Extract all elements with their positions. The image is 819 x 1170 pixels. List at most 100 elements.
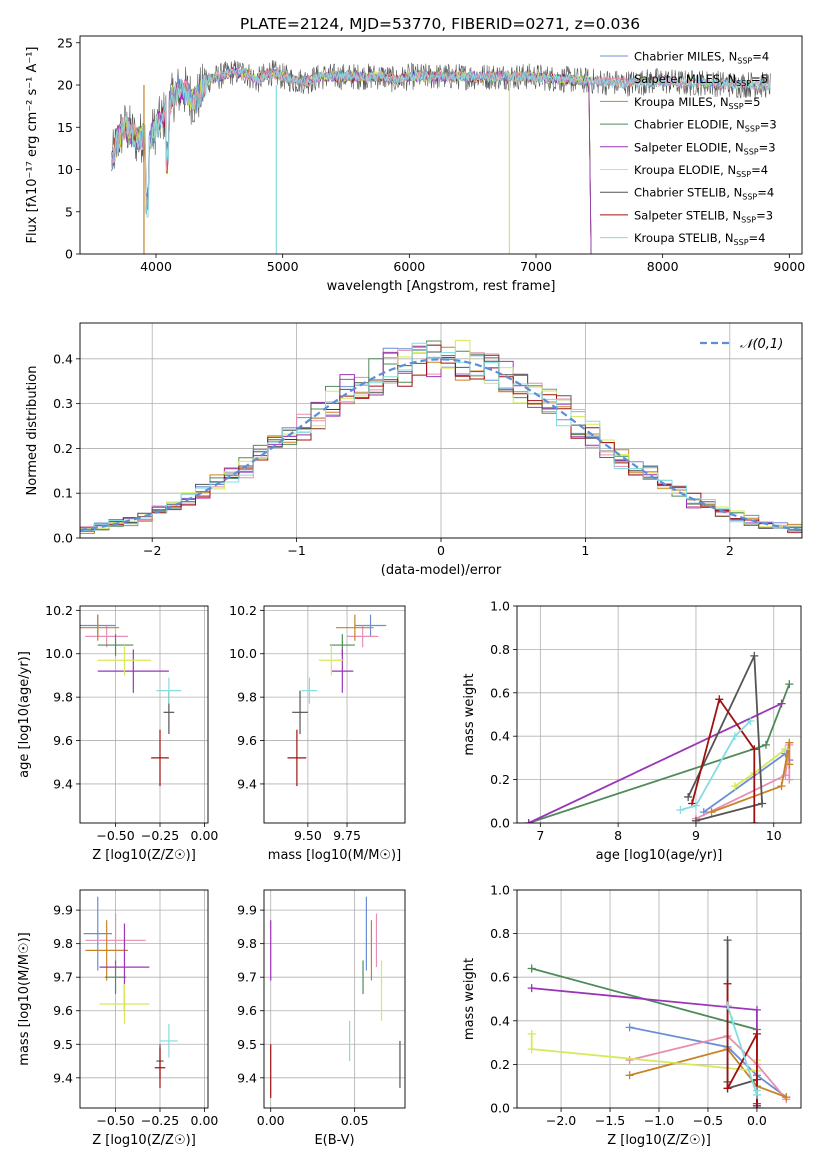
axes-frame: [263, 605, 406, 824]
age-vs-Z-axes: −0.50 −0.25 0.00 9.4 9.6 9.8 10.0 10.2 Z [log10(…: [17, 603, 218, 863]
legend-entry-name: Chabrier STELIB, N: [634, 186, 742, 200]
weight-marker: [785, 680, 794, 689]
legend-entry: 𝒩(0,1): [740, 337, 783, 352]
y-tick-label: 0.8: [490, 926, 510, 941]
y-axis-label: mass weight: [462, 958, 477, 1040]
axes-frame: [516, 889, 802, 1109]
spectrum-line-salpeter-miles: [111, 67, 771, 208]
y-tick-label: 9.4: [53, 776, 73, 791]
x-axis-label: mass [log10(M/M☉)]: [268, 848, 401, 863]
x-axis-label: Z [log10(Z/Z☉)]: [92, 1133, 196, 1148]
axes-frame: [516, 605, 802, 824]
weight-marker: [761, 740, 770, 749]
x-tick-label: 2: [726, 543, 734, 558]
x-tick-label: 0.00: [191, 1113, 219, 1128]
legend-entry-subscript: SSP: [736, 170, 751, 179]
legend-entry-nssp: =3: [756, 208, 773, 222]
weight-marker: [782, 1093, 791, 1102]
legend-entry: Kroupa STELIB, NSSP=4: [634, 231, 765, 247]
weight-marker: [781, 745, 790, 754]
x-axis-label: Z [log10(Z/Z☉)]: [92, 848, 196, 863]
y-tick-label: 9.8: [237, 690, 257, 705]
weight-line: [711, 742, 791, 813]
weight-line: [629, 1048, 787, 1098]
spectrum-line-kroupa-stelib: [111, 67, 771, 219]
legend-entry: Chabrier MILES, NSSP=4: [634, 50, 769, 66]
y-tick-label: 0.1: [53, 486, 73, 501]
x-tick-label: −1.5: [595, 1113, 625, 1128]
y-tick-label: 0.2: [490, 1057, 510, 1072]
weight-marker: [777, 782, 786, 791]
x-tick-label: −0.50: [96, 828, 134, 843]
legend-entry: Kroupa ELODIE, NSSP=4: [634, 163, 768, 179]
legend-entry-name: Salpeter STELIB, N: [634, 208, 741, 222]
x-tick-label: 7: [536, 828, 544, 843]
legend-entry: Salpeter MILES, NSSP=5: [634, 72, 768, 88]
y-tick-label: 9.4: [237, 1070, 257, 1085]
y-tick-label: 0.0: [490, 816, 510, 831]
legend-entry-nssp: =4: [749, 231, 766, 245]
residuals-plot-area: [80, 339, 802, 537]
y-tick-label: 0.8: [490, 642, 510, 657]
weight-marker: [625, 1071, 634, 1080]
legend-entry-subscript: SSP: [736, 79, 751, 88]
weight-marker: [715, 695, 724, 704]
x-tick-label: 10: [766, 828, 782, 843]
legend-entry-name: Kroupa MILES, N: [634, 95, 729, 109]
weight-vs-age-plot-area: [524, 651, 794, 823]
x-tick-label: −2: [143, 543, 161, 558]
y-tick-label: 0.3: [53, 396, 73, 411]
x-tick-label: 0: [437, 543, 445, 558]
axes-frame: [79, 322, 803, 539]
y-tick-label: 9.9: [53, 903, 73, 918]
weight-marker: [750, 651, 759, 660]
legend-entry-subscript: SSP: [729, 102, 744, 111]
figure-title: PLATE=2124, MJD=53770, FIBERID=0271, z=0…: [240, 15, 640, 33]
y-tick-label: 10: [57, 162, 73, 177]
histogram-kroupa-stelib: [80, 342, 802, 532]
x-tick-label: 9000: [773, 259, 805, 274]
weight-marker: [750, 745, 759, 754]
weight-marker: [723, 1001, 732, 1010]
x-tick-label: −0.50: [96, 1113, 134, 1128]
y-tick-label: 15: [57, 120, 73, 135]
y-axis-label: Normed distribution: [25, 366, 40, 496]
weight-line: [530, 1033, 758, 1072]
spectrum-legend: Chabrier MILES, NSSP=4 Salpeter MILES, NS…: [600, 50, 777, 247]
weight-marker: [676, 805, 685, 814]
y-tick-label: 0.2: [53, 441, 73, 456]
y-tick-label: 9.4: [237, 776, 257, 791]
weight-marker: [684, 792, 693, 801]
y-tick-label: 0.6: [490, 970, 510, 985]
x-tick-label: 0.0: [747, 1113, 767, 1128]
x-tick-label: −0.5: [693, 1113, 723, 1128]
weight-vs-Z-plot-area: [527, 936, 791, 1108]
y-tick-label: 9.7: [53, 970, 73, 985]
weight-marker: [707, 808, 716, 817]
x-tick-label: 6000: [393, 259, 425, 274]
x-tick-label: 9: [692, 828, 700, 843]
legend-entry-nssp: =5: [751, 72, 768, 86]
x-axis-label: (data-model)/error: [381, 563, 502, 578]
x-tick-label: 9.50: [294, 828, 322, 843]
x-tick-label: 0.00: [191, 828, 219, 843]
x-tick-label: 5000: [267, 259, 299, 274]
weight-line: [680, 720, 752, 811]
y-tick-label: 0.2: [490, 772, 510, 787]
x-axis-label: wavelength [Angstrom, rest frame]: [327, 279, 556, 294]
y-tick-label: 0.4: [490, 1013, 510, 1028]
weight-marker: [746, 717, 755, 726]
weight-line: [687, 655, 764, 822]
legend-entry: Chabrier STELIB, NSSP=4: [634, 186, 774, 202]
weight-marker: [723, 1084, 732, 1093]
legend-entry-subscript: SSP: [744, 147, 759, 156]
weight-line: [528, 683, 791, 823]
weight-marker: [752, 1086, 761, 1095]
y-tick-label: 0.6: [490, 685, 510, 700]
residuals-axes: −2 −1 0 1 2 0.0 0.1 0.2 0.3 0.4 (data-model)/error…: [25, 322, 803, 578]
y-tick-label: 0.0: [53, 531, 73, 546]
x-tick-label: 8000: [647, 259, 679, 274]
weight-marker: [723, 979, 732, 988]
y-tick-label: 0: [65, 247, 73, 262]
weight-vs-age-axes: 7 8 9 10 0.0 0.2 0.4 0.6 0.8 1.0 age [log10(age/yr…: [462, 599, 802, 863]
